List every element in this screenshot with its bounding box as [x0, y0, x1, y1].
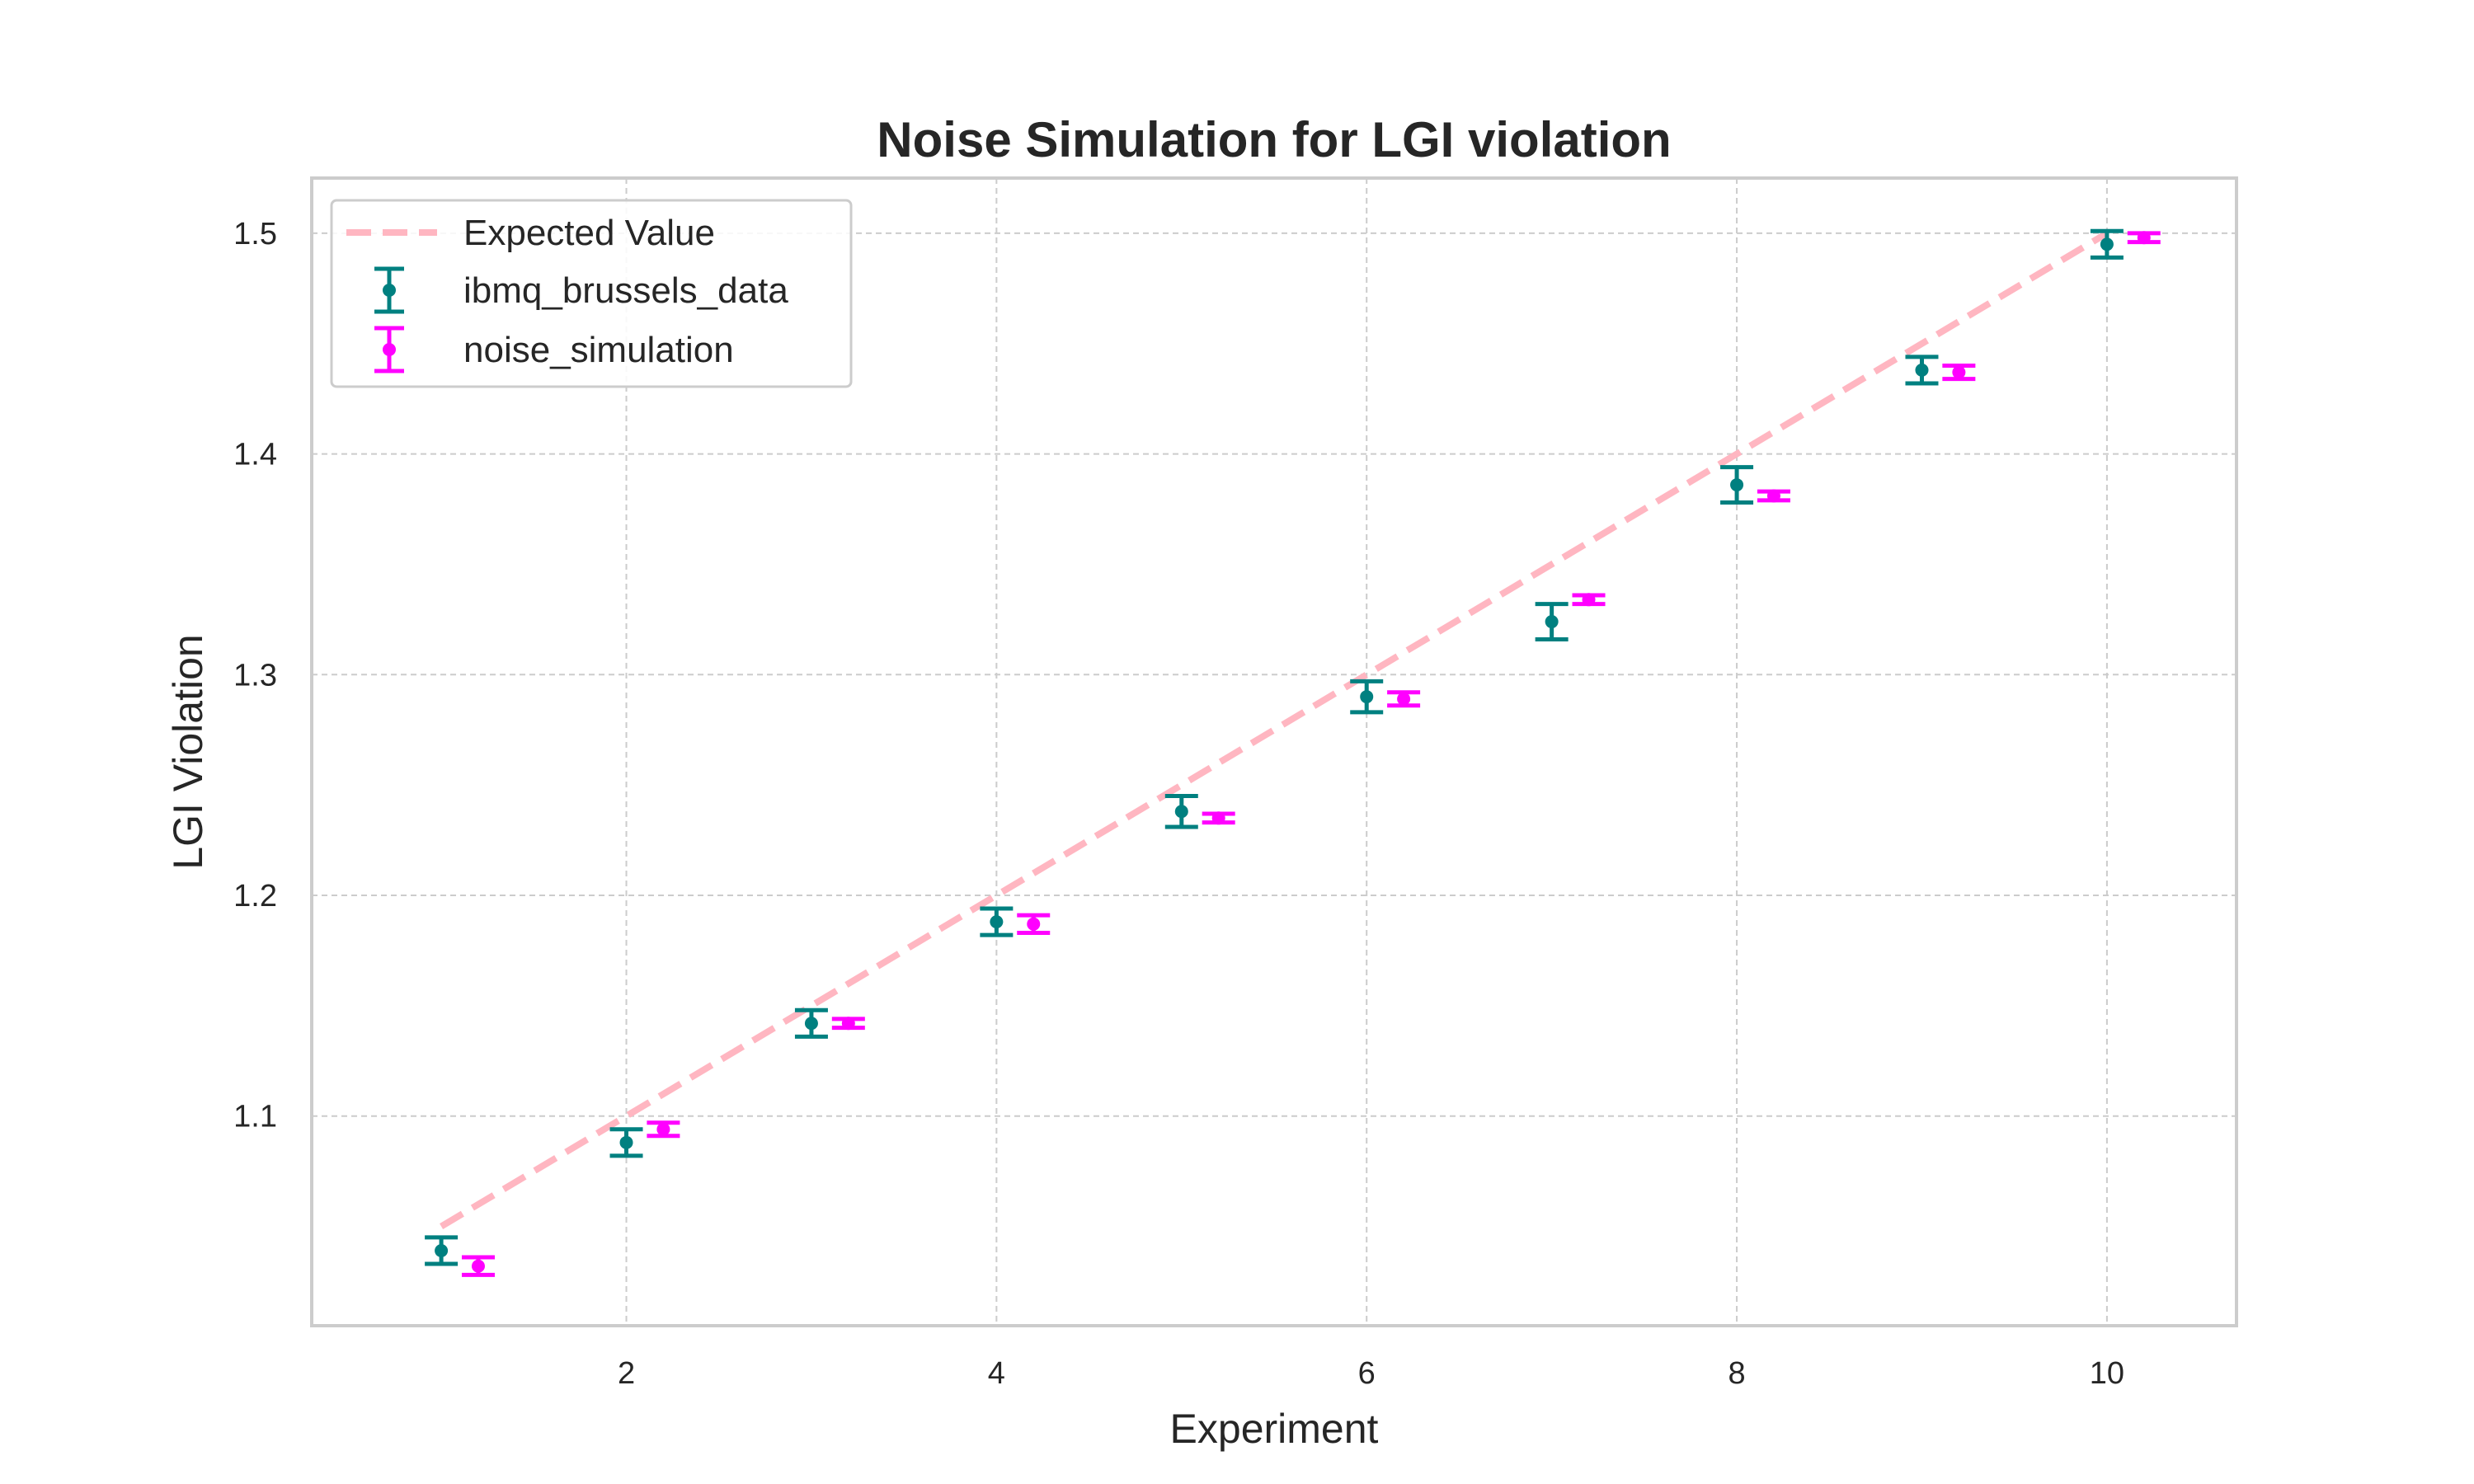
- expected-value-line: [440, 230, 2109, 1229]
- data-point: [1952, 365, 1966, 379]
- y-tick-label: 1.2: [233, 879, 277, 913]
- data-point: [1582, 593, 1596, 607]
- data-point: [656, 1122, 670, 1136]
- ibmq-point: [1164, 794, 1198, 829]
- data-series: [425, 228, 2161, 1277]
- ibmq-point: [425, 1235, 459, 1266]
- ibmq-point: [1720, 465, 1754, 505]
- data-point: [804, 1017, 818, 1031]
- noise-simulation-point: [1017, 913, 1051, 936]
- legend-noise-marker: [374, 326, 404, 373]
- ibmq-point: [609, 1127, 643, 1158]
- y-tick-label: 1.3: [233, 658, 277, 693]
- data-point: [1174, 805, 1188, 819]
- legend-ibmq-label: ibmq_brussels_data: [463, 270, 788, 311]
- tick-labels: 2 4 6 8 10 1.1 1.2 1.3 1.4 1.5: [233, 217, 2124, 1391]
- data-point: [841, 1017, 855, 1031]
- ibmq-point: [980, 906, 1014, 937]
- ibmq-point: [1350, 679, 1384, 715]
- x-tick-label: 6: [1358, 1356, 1376, 1391]
- data-point: [1915, 363, 1929, 377]
- x-tick-label: 2: [618, 1356, 635, 1391]
- legend-expected-label: Expected Value: [463, 213, 715, 253]
- ibmq-point: [1535, 602, 1569, 641]
- noise-simulation-point: [1202, 811, 1235, 825]
- noise-simulation-point: [1942, 364, 1976, 382]
- ibmq-point: [2090, 228, 2124, 260]
- data-point: [2137, 231, 2151, 245]
- y-tick-label: 1.1: [233, 1100, 277, 1134]
- data-point: [1730, 478, 1744, 492]
- noise-simulation-point: [831, 1017, 865, 1031]
- data-point: [1360, 690, 1374, 704]
- data-point: [990, 915, 1004, 929]
- data-point: [1545, 615, 1559, 629]
- noise-simulation-point: [1572, 593, 1606, 607]
- noise-simulation-point: [461, 1255, 495, 1277]
- x-tick-label: 10: [2090, 1356, 2124, 1391]
- data-point: [1397, 692, 1411, 706]
- y-tick-label: 1.5: [233, 217, 277, 251]
- data-point: [435, 1243, 449, 1257]
- data-point: [1027, 917, 1041, 931]
- noise-simulation-point: [2127, 231, 2161, 245]
- ibmq-point: [794, 1007, 828, 1039]
- data-point: [1766, 489, 1780, 503]
- data-point: [1211, 811, 1225, 825]
- noise-simulation-point: [647, 1120, 680, 1139]
- data-point: [619, 1135, 633, 1149]
- plot-area-frame: [310, 176, 2238, 1327]
- y-tick-label: 1.4: [233, 438, 277, 472]
- legend-box: [330, 199, 853, 388]
- legend: Expected Value ibmq_brussels_data noise_…: [330, 199, 853, 388]
- noise-simulation-point: [1757, 489, 1790, 503]
- noise-simulation-point: [1387, 690, 1421, 708]
- ibmq-point: [1905, 355, 1939, 386]
- series-ibmq-brussels-data: [425, 228, 2124, 1266]
- data-point: [2100, 237, 2114, 251]
- data-point: [471, 1259, 485, 1273]
- x-axis-label: Experiment: [1170, 1406, 1379, 1452]
- legend-ibmq-marker: [374, 266, 404, 314]
- x-tick-label: 4: [988, 1356, 1005, 1391]
- chart-title: Noise Simulation for LGI violation: [877, 112, 1671, 167]
- x-tick-label: 8: [1728, 1356, 1745, 1391]
- y-axis-label: LGI Violation: [165, 634, 211, 869]
- legend-noise-label: noise_simulation: [463, 330, 734, 370]
- series-noise-simulation: [461, 231, 2161, 1277]
